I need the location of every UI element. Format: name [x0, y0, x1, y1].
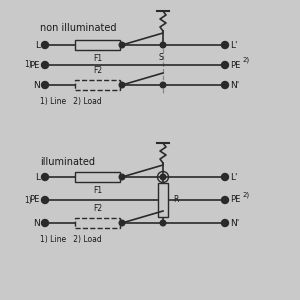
Text: PE: PE	[30, 196, 40, 205]
Text: N': N'	[230, 80, 239, 89]
Text: 1): 1)	[24, 61, 32, 70]
Circle shape	[221, 196, 229, 203]
Circle shape	[119, 82, 125, 88]
Text: non illuminated: non illuminated	[40, 23, 116, 33]
Text: 1) Line   2) Load: 1) Line 2) Load	[40, 97, 102, 106]
Circle shape	[221, 82, 229, 88]
Circle shape	[41, 220, 49, 226]
Text: L': L'	[230, 172, 238, 182]
Circle shape	[160, 220, 166, 226]
Circle shape	[221, 173, 229, 181]
Circle shape	[41, 173, 49, 181]
Circle shape	[41, 41, 49, 49]
Text: PE: PE	[230, 61, 240, 70]
Text: F2: F2	[93, 204, 102, 213]
Text: L: L	[35, 172, 40, 182]
Text: F1: F1	[93, 54, 102, 63]
Bar	[158, 183, 168, 217]
Bar	[75, 40, 120, 50]
Circle shape	[160, 82, 166, 88]
Circle shape	[119, 220, 125, 226]
Circle shape	[160, 174, 166, 180]
Text: PE: PE	[230, 196, 240, 205]
Text: N': N'	[230, 218, 239, 227]
Circle shape	[160, 42, 166, 48]
Bar	[75, 172, 120, 182]
Circle shape	[221, 41, 229, 49]
Text: F1: F1	[93, 186, 102, 195]
Circle shape	[41, 61, 49, 68]
Text: S: S	[159, 185, 164, 194]
Circle shape	[41, 196, 49, 203]
Bar	[75, 80, 120, 90]
Circle shape	[221, 220, 229, 226]
Text: F2: F2	[93, 66, 102, 75]
Text: 2): 2)	[243, 192, 250, 198]
Text: S: S	[159, 53, 164, 62]
Text: 1) Line   2) Load: 1) Line 2) Load	[40, 235, 102, 244]
Text: R: R	[173, 196, 178, 205]
Circle shape	[119, 42, 125, 48]
Text: L': L'	[230, 40, 238, 50]
Text: L: L	[35, 40, 40, 50]
Bar	[75, 218, 120, 228]
Text: N: N	[33, 80, 40, 89]
Text: N: N	[33, 218, 40, 227]
Circle shape	[221, 61, 229, 68]
Text: PE: PE	[30, 61, 40, 70]
Text: illuminated: illuminated	[40, 157, 95, 167]
Text: 1): 1)	[24, 196, 32, 205]
Text: 2): 2)	[243, 57, 250, 63]
Circle shape	[119, 174, 125, 180]
Circle shape	[41, 82, 49, 88]
